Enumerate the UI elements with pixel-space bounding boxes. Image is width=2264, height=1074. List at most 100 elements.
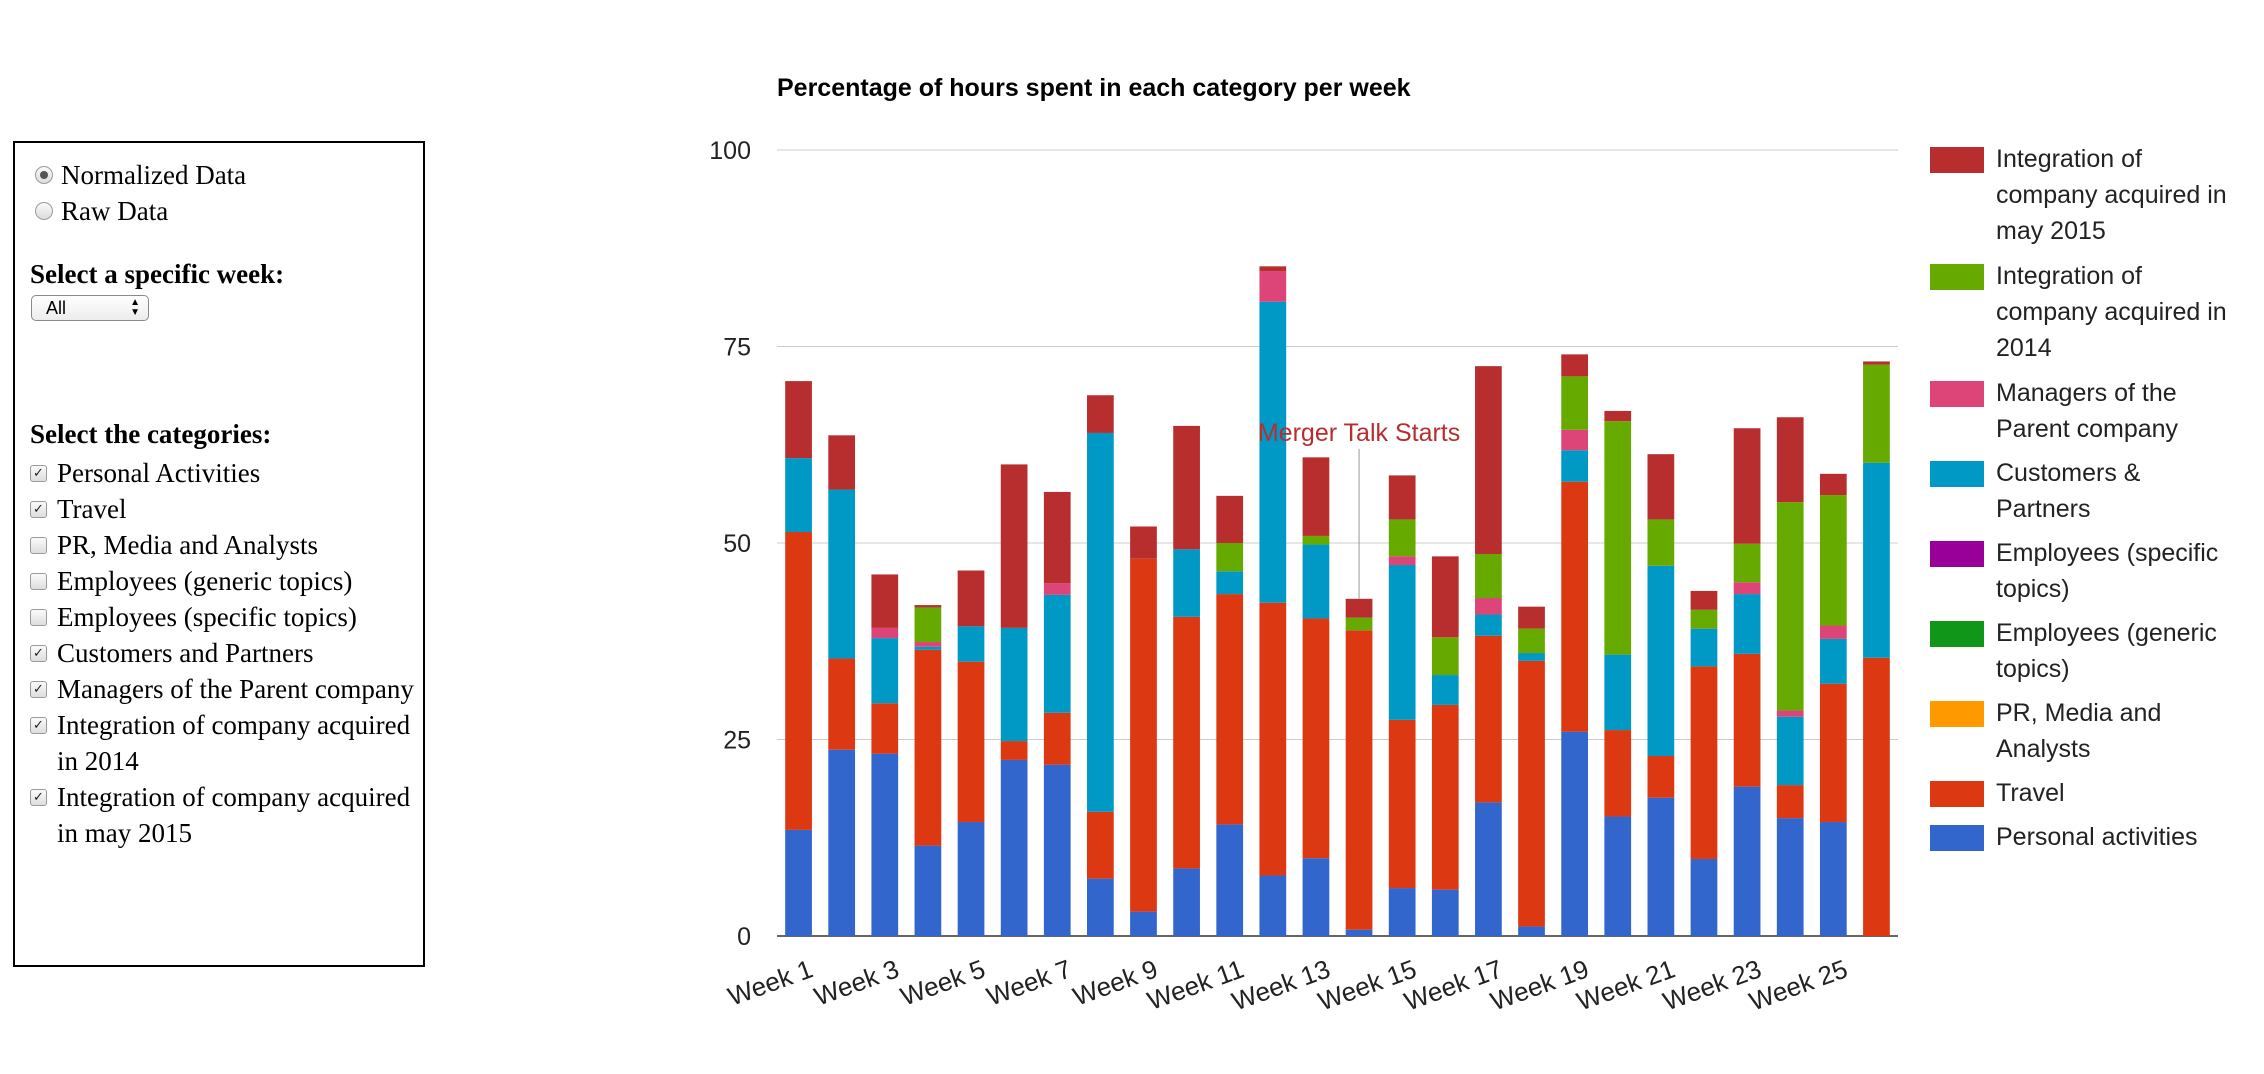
bar-segment [914, 607, 942, 643]
category-option[interactable]: ✓ Travel [30, 491, 415, 527]
bar-segment [914, 649, 942, 846]
category-option[interactable]: Employees (generic topics) [30, 563, 415, 599]
bar-segment [1130, 558, 1157, 912]
bar-segment [785, 458, 812, 532]
y-tick-label: 50 [723, 530, 751, 558]
bar-segment [1302, 618, 1330, 859]
bar-segment [785, 381, 812, 459]
bar-segment [1604, 421, 1632, 655]
bar-segment [1475, 598, 1502, 615]
category-checkbox[interactable]: ✓ [30, 681, 47, 698]
category-checkbox[interactable] [30, 573, 47, 590]
bar-segment [957, 661, 985, 823]
raw-radio[interactable] [35, 202, 53, 220]
bar-segment [1259, 266, 1287, 272]
x-tick-label: Week 19 [1486, 953, 1592, 1016]
legend-swatch [1930, 541, 1984, 567]
legend-swatch [1930, 825, 1984, 851]
category-label: Managers of the Parent company [57, 674, 414, 704]
bar-segment [1561, 450, 1589, 482]
category-checkbox[interactable]: ✓ [30, 645, 47, 662]
legend-item[interactable]: Travel [1930, 779, 2236, 811]
bar-segment [1000, 627, 1028, 742]
legend-item[interactable]: Managers of the Parent company [1930, 379, 2236, 447]
bar-segment [1733, 543, 1761, 583]
legend-label: PR, Media and Analysts [1996, 699, 2162, 763]
select-arrows-icon: ▲ ▼ [130, 297, 140, 318]
category-option[interactable]: ✓ Customers and Partners [30, 635, 415, 671]
x-tick-label: Week 1 [724, 953, 817, 1011]
category-checkbox[interactable] [30, 537, 47, 554]
legend-item[interactable]: PR, Media and Analysts [1930, 699, 2236, 767]
category-checkbox[interactable]: ✓ [30, 465, 47, 482]
bar-segment [1216, 594, 1244, 825]
legend-label: Employees (generic topics) [1996, 619, 2217, 683]
bar-segment [1086, 432, 1114, 812]
bar-segment [871, 703, 899, 754]
category-option[interactable]: ✓ Integration of company acquired in may … [30, 779, 415, 851]
legend-item[interactable]: Personal activities [1930, 823, 2236, 855]
bar-segment [1690, 628, 1718, 667]
legend-label: Managers of the Parent company [1996, 379, 2179, 443]
bar-segment [828, 489, 856, 659]
category-checkbox[interactable]: ✓ [30, 717, 47, 734]
bar-segment [1388, 519, 1416, 557]
bar-segment [1690, 858, 1718, 936]
bar-segment [957, 570, 985, 627]
normalized-radio[interactable] [35, 166, 53, 184]
annotation-label: Merger Talk Starts [1258, 419, 1460, 447]
bar-segment [1776, 710, 1804, 717]
bar-segment [1431, 637, 1459, 676]
category-checkbox[interactable]: ✓ [30, 501, 47, 518]
bar-segment [1000, 759, 1028, 936]
bar-segment [1819, 683, 1847, 823]
bar-segment [1130, 526, 1157, 559]
category-option[interactable]: ✓ Managers of the Parent company [30, 671, 415, 707]
bar-segment [1733, 653, 1761, 787]
bar-segment [1043, 491, 1071, 584]
bar-segment [914, 642, 942, 647]
categories-section-title: Select the categories: [30, 419, 272, 449]
bar-segment [828, 658, 856, 750]
bar-segment [785, 531, 812, 830]
category-option[interactable]: PR, Media and Analysts [30, 527, 415, 563]
bar-segment [1216, 824, 1244, 936]
raw-data-option[interactable]: Raw Data [35, 193, 168, 229]
week-select[interactable]: All ▲ ▼ [31, 295, 149, 321]
bar-segment [1604, 654, 1632, 731]
bar-segment [1561, 376, 1589, 430]
bar-segment [1647, 519, 1675, 566]
legend-label: Personal activities [1996, 823, 2198, 851]
category-option[interactable]: ✓ Integration of company acquired in 2014 [30, 707, 415, 779]
legend-item[interactable]: Customers & Partners [1930, 459, 2236, 527]
bar-segment [1647, 797, 1675, 936]
bar-segment [871, 753, 899, 936]
category-checkbox[interactable]: ✓ [30, 789, 47, 806]
x-tick-label: Week 13 [1228, 953, 1334, 1016]
bar-segment [785, 829, 812, 936]
legend-item[interactable]: Integration of company acquired in 2014 [1930, 262, 2236, 366]
category-option[interactable]: ✓ Personal Activities [30, 455, 415, 491]
bar-segment [1863, 462, 1890, 658]
bar-segment [1518, 606, 1545, 629]
bar-segment [1173, 616, 1200, 869]
normalized-data-option[interactable]: Normalized Data [35, 157, 246, 193]
legend-swatch [1930, 381, 1984, 407]
normalized-label: Normalized Data [61, 159, 247, 190]
legend-item[interactable]: Integration of company acquired in may 2… [1930, 145, 2236, 249]
bar-segment [1776, 502, 1804, 711]
legend-swatch [1930, 461, 1984, 487]
week-section-title: Select a specific week: [30, 259, 285, 289]
week-select-value: All [46, 298, 67, 318]
category-label: Personal Activities [57, 458, 261, 488]
bar-segment [1690, 666, 1718, 859]
legend-item[interactable]: Employees (generic topics) [1930, 619, 2236, 687]
category-option[interactable]: Employees (specific topics) [30, 599, 415, 635]
legend-item[interactable]: Employees (specific topics) [1930, 539, 2236, 607]
controls-panel: Normalized Data Raw Data Select a specif… [13, 141, 425, 967]
bar-segment [1475, 802, 1502, 936]
bar-segment [1000, 464, 1028, 628]
bar-segment [1302, 535, 1330, 545]
category-checkbox[interactable] [30, 609, 47, 626]
